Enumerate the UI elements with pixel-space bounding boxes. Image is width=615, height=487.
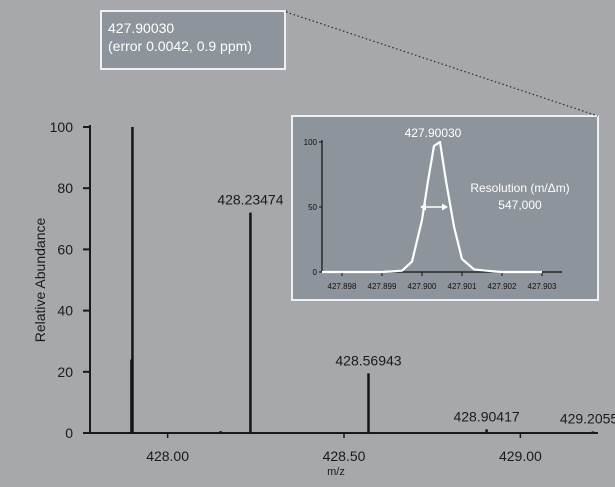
callout-error: (error 0.0042, 0.9 ppm) <box>108 38 252 54</box>
inset-x-tick-label: 427.899 <box>368 282 397 291</box>
inset-y-tick-label: 50 <box>308 203 317 212</box>
fwhm-arrowhead-right <box>442 203 448 211</box>
mass-callout-box: 427.90030 (error 0.0042, 0.9 ppm) <box>100 10 286 70</box>
main-spectrum-plot: 0 20 40 60 80 100 428.00 428.50 429.00 m/z Relativ… <box>32 119 615 478</box>
y-tick-label: 80 <box>57 180 73 196</box>
x-axis-label: m/z <box>327 466 345 478</box>
peak-label: 428.23474 <box>217 192 283 208</box>
inset-y-tick-label: 100 <box>304 138 318 147</box>
y-tick-label: 20 <box>57 364 73 380</box>
callout-mass: 427.90030 <box>108 20 175 36</box>
y-axis-label: Relative Abundance <box>32 218 48 343</box>
x-tick-label: 428.00 <box>146 448 189 464</box>
inset-x-tick-label: 427.902 <box>488 282 517 291</box>
inset-x-tick-label: 427.903 <box>528 282 557 291</box>
y-tick-label: 40 <box>57 303 73 319</box>
y-tick-label: 60 <box>57 241 73 257</box>
x-tick-label: 428.50 <box>323 448 366 464</box>
fwhm-arrowhead-left <box>420 203 426 211</box>
peak-label: 429.20557 <box>560 410 615 426</box>
y-tick-label: 100 <box>50 119 74 135</box>
zoom-connector-line <box>285 11 599 117</box>
peak-label: 428.56943 <box>335 352 401 368</box>
x-tick-label: 429.00 <box>499 448 542 464</box>
inset-zoom-plot: 0 50 100 427.898 427.899 427.900 427.901 427.90… <box>291 115 599 301</box>
peak-label: 428.90417 <box>453 408 519 424</box>
inset-peak-profile <box>322 140 542 274</box>
y-tick-label: 0 <box>65 425 73 441</box>
inset-y-tick-label: 0 <box>313 268 318 277</box>
inset-x-tick-label: 427.900 <box>408 282 437 291</box>
resolution-label: Resolution (m/Δm) <box>470 181 569 195</box>
inset-x-tick-label: 427.898 <box>328 282 357 291</box>
inset-x-tick-label: 427.901 <box>448 282 477 291</box>
inset-peak-label: 427.90030 <box>405 126 462 140</box>
resolution-value: 547,000 <box>498 198 542 212</box>
